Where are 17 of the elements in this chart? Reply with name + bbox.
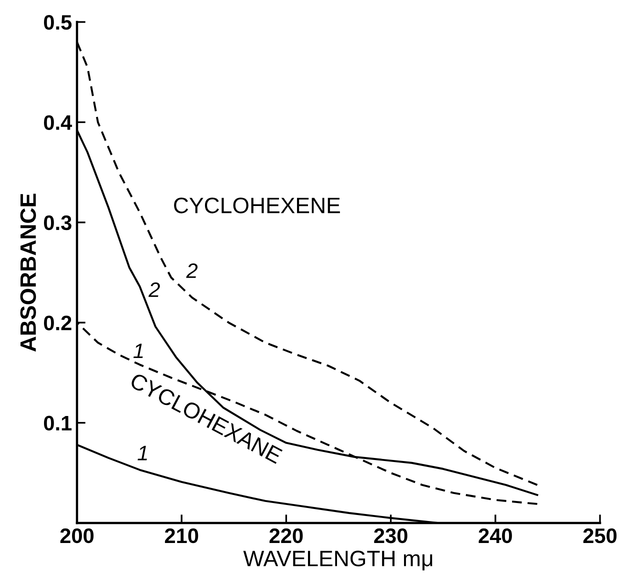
series-label: 2 [148, 282, 160, 297]
x-tick-label: 230 [374, 528, 408, 544]
y-tick-label: 0.3 [44, 215, 72, 230]
x-tick-label: 250 [583, 528, 617, 544]
series-label: 2 [186, 263, 198, 278]
series-label: 1 [133, 344, 143, 358]
x-tick-label: 220 [270, 528, 303, 544]
y-axis-title: ABSORBANCE [20, 194, 36, 352]
y-tick-label: 0.5 [44, 15, 72, 30]
y-tick-label: 0.2 [44, 316, 72, 330]
x-tick-label: 240 [478, 528, 512, 544]
x-axis-title: WAVELENGTH mμ [243, 550, 432, 570]
x-tick-label: 200 [60, 528, 94, 544]
annotation: CYCLOHEXENE [174, 198, 340, 214]
x-tick-label: 210 [164, 528, 198, 544]
y-tick-label: 0.4 [44, 115, 72, 130]
y-tick-label: 0.1 [44, 416, 72, 431]
